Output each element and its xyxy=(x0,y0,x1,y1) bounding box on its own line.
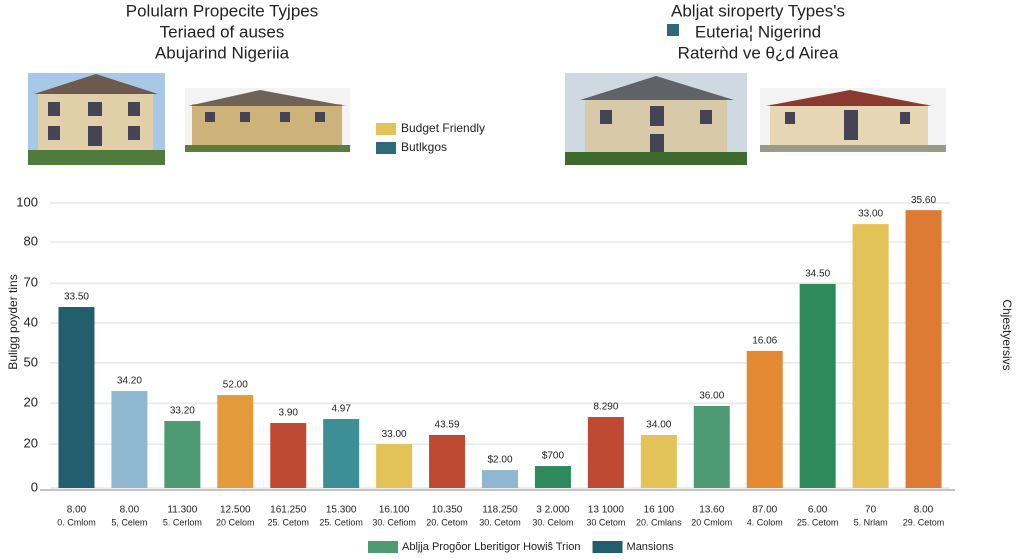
x-tick-label: 20. Cmlans xyxy=(636,517,682,527)
x-tick-label: 20 Celom xyxy=(216,517,255,527)
y2-axis-label: Chjestyersivs xyxy=(1000,299,1014,370)
bar xyxy=(323,419,360,488)
x-tick-label: 30 Cetom xyxy=(586,517,625,527)
bar-label: 4.97 xyxy=(331,404,351,415)
bar-label: 33.20 xyxy=(170,406,195,417)
y-tick-label: 100 xyxy=(16,194,38,209)
bar-label: 33.00 xyxy=(382,429,407,440)
chart-title: Abujarind Nigeriia xyxy=(155,43,290,62)
x-tick-label: 3 2.000 xyxy=(536,505,570,516)
bar-label: 3.90 xyxy=(279,408,299,419)
x-tick-label: 87.00 xyxy=(752,505,777,516)
y-tick-label: 20 xyxy=(24,436,38,451)
legend-swatch xyxy=(376,123,396,135)
chart-title: Polularn Propecite Tyjpes xyxy=(126,1,318,20)
y-tick-label: 0 xyxy=(31,479,38,494)
x-tick-label: 11.300 xyxy=(167,505,197,516)
bar-label: 33.50 xyxy=(64,292,89,303)
x-tick-label: 12.500 xyxy=(220,505,251,516)
bar-label: 34.20 xyxy=(117,376,142,387)
legend-label: Budget Friendly xyxy=(401,121,485,135)
y-tick-label: 70 xyxy=(24,275,38,290)
x-tick-label: 4. Colom xyxy=(747,517,783,527)
chart-title: Abljat siroperty Types's xyxy=(671,1,845,20)
x-tick-label: 6.00 xyxy=(808,505,828,516)
y-tick-label: 80 xyxy=(24,233,38,248)
bar xyxy=(640,434,677,488)
bar-label: $2.00 xyxy=(487,455,512,466)
x-tick-label: 161.250 xyxy=(270,505,307,516)
x-tick-label: 8.00 xyxy=(67,505,87,516)
bar-label: 34.00 xyxy=(646,420,671,431)
bar xyxy=(482,470,518,488)
bar-label: 8.290 xyxy=(593,402,618,413)
bar xyxy=(270,423,307,488)
x-tick-label: 30. Cetom xyxy=(479,517,521,527)
bar-label: 34.50 xyxy=(805,269,830,280)
bar xyxy=(799,283,836,488)
bar xyxy=(852,224,889,488)
bar xyxy=(905,210,942,488)
legend-label: Mansions xyxy=(627,541,675,553)
x-tick-label: 30. Cefiom xyxy=(372,517,416,527)
bar-label: 43.59 xyxy=(435,420,460,431)
bar-label: $700 xyxy=(542,451,565,462)
chart-title: Raterǹd ve θ¿d Airea xyxy=(678,43,839,62)
legend-label: Abljja Progŏor Lberitigor Howiŝ Trion xyxy=(402,541,581,553)
bar xyxy=(376,444,413,488)
bar-label: 16.06 xyxy=(752,336,777,347)
bar xyxy=(111,391,148,488)
x-tick-label: 29. Cetom xyxy=(903,517,945,527)
bar xyxy=(58,307,95,488)
x-tick-label: 5, Celem xyxy=(111,517,147,527)
x-tick-label: 25. Cetom xyxy=(267,517,309,527)
x-tick-label: 30. Celom xyxy=(532,517,573,527)
y-tick-label: 20 xyxy=(24,395,38,410)
x-tick-label: 16 100 xyxy=(644,505,675,516)
title-swatch xyxy=(667,24,679,36)
x-tick-label: 13 1000 xyxy=(588,505,625,516)
house-photo xyxy=(28,73,165,165)
legend-swatch xyxy=(368,541,398,553)
y-axis-label: Buligg poyder tins xyxy=(6,274,20,369)
bar xyxy=(746,350,783,488)
bar xyxy=(693,405,730,488)
bar xyxy=(534,466,571,488)
x-tick-label: 16.100 xyxy=(379,505,410,516)
bar-label: 33.00 xyxy=(858,209,883,220)
x-tick-label: 20 Cmlom xyxy=(691,517,732,527)
x-tick-label: 5. Cerlom xyxy=(163,517,202,527)
bar-label: 52.00 xyxy=(223,380,248,391)
x-tick-label: 20. Cetom xyxy=(426,517,468,527)
house-photo xyxy=(760,88,946,152)
bar xyxy=(217,395,254,488)
x-tick-label: 70 xyxy=(865,505,877,516)
x-tick-label: 10.350 xyxy=(432,505,463,516)
x-tick-label: 15.300 xyxy=(326,505,357,516)
house-photo xyxy=(565,73,747,165)
x-tick-label: 118.250 xyxy=(482,505,518,516)
x-tick-label: 5. Nrlam xyxy=(854,517,888,527)
x-tick-label: 25. Cetom xyxy=(797,517,839,527)
house-photo xyxy=(185,88,350,152)
x-tick-label: 8.00 xyxy=(120,505,140,516)
x-tick-label: 8.00 xyxy=(914,505,934,516)
x-tick-label: 25. Cetiom xyxy=(319,517,363,527)
legend-swatch xyxy=(376,142,396,154)
x-tick-label: 13.60 xyxy=(699,505,724,516)
legend-label: Butlkgos xyxy=(401,140,447,154)
y-tick-label: 50 xyxy=(24,354,38,369)
legend-swatch xyxy=(592,541,623,553)
x-tick-label: 0. Cmlom xyxy=(57,517,96,527)
bar xyxy=(164,421,201,488)
bar xyxy=(429,434,466,488)
bar-label: 36.00 xyxy=(699,391,724,402)
y-tick-label: 40 xyxy=(24,314,38,329)
chart-title: Euteria¦ Nigerind xyxy=(695,22,821,41)
bar xyxy=(587,417,624,488)
chart-title: Teriaed of auses xyxy=(160,22,285,41)
bar-label: 35.60 xyxy=(911,195,936,206)
